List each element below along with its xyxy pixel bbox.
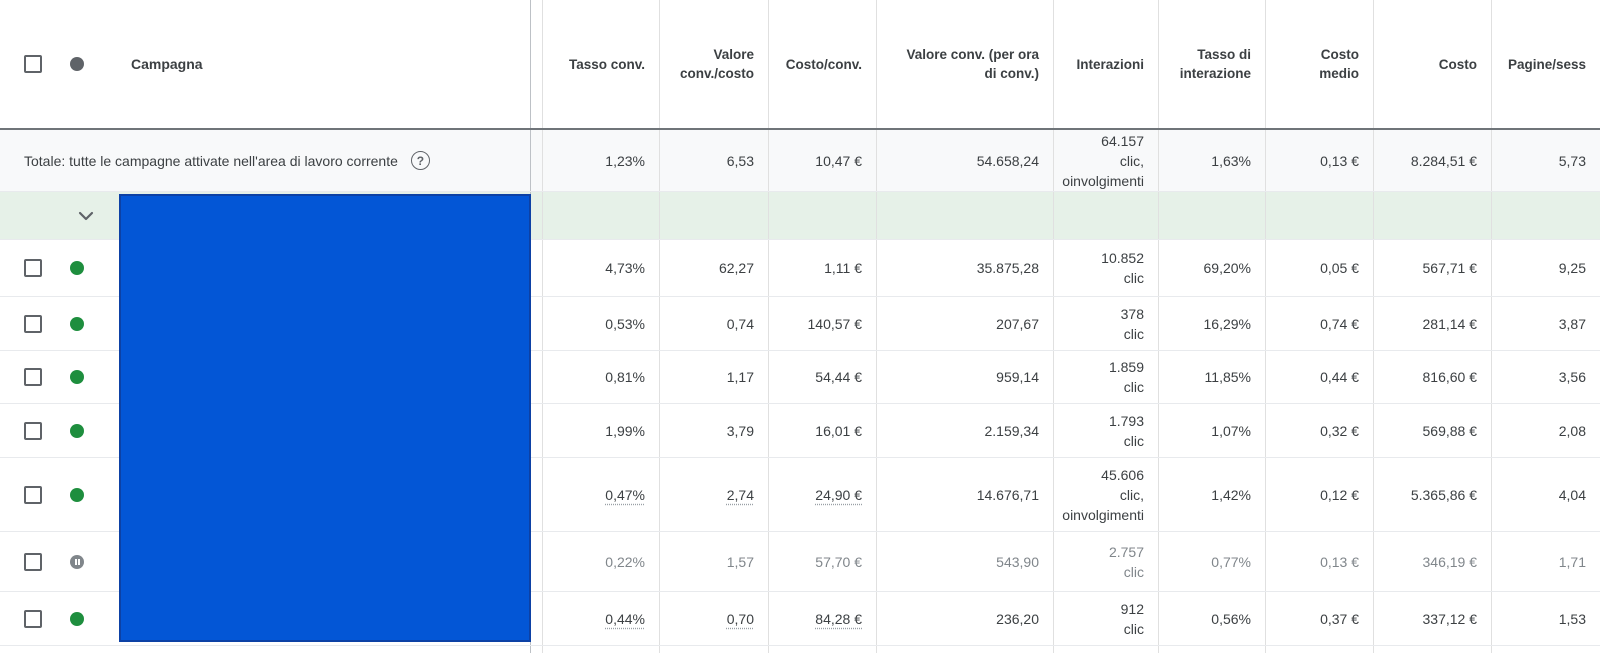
column-header-costo-medio[interactable]: Costo medio	[1266, 0, 1374, 128]
select-all-checkbox[interactable]	[24, 55, 42, 73]
status-enabled-icon[interactable]	[70, 423, 84, 438]
column-header-valore-conv-ora[interactable]: Valore conv. (per ora di conv.)	[877, 0, 1054, 128]
row-checkbox[interactable]	[24, 485, 42, 504]
totals-label: Totale: tutte le campagne attivate nell'…	[24, 152, 398, 169]
totals-row: Totale: tutte le campagne attivate nell'…	[0, 130, 1600, 192]
column-header-tasso-interazione[interactable]: Tasso di interazione	[1159, 0, 1266, 128]
totals-tasso-interazione: 1,63%	[1159, 130, 1266, 191]
status-column-icon	[70, 57, 84, 71]
row-checkbox[interactable]	[24, 609, 42, 628]
column-header-tasso-conv[interactable]: Tasso conv.	[543, 0, 660, 128]
status-enabled-icon[interactable]	[70, 487, 84, 502]
totals-costo-conv: 10,47 €	[769, 130, 877, 191]
redaction-overlay	[119, 194, 531, 642]
totals-interazioni: 64.157 clic, oinvolgimenti	[1054, 130, 1159, 191]
row-checkbox[interactable]	[24, 368, 42, 386]
totals-costo-medio: 0,13 €	[1266, 130, 1374, 191]
table-row: 0,22% 1,57 57,70 € 543,90 2.757 clic 0,7…	[0, 532, 1600, 592]
row-checkbox[interactable]	[24, 259, 42, 277]
chevron-down-icon[interactable]	[72, 202, 100, 230]
status-enabled-icon[interactable]	[70, 316, 84, 331]
status-enabled-icon[interactable]	[70, 611, 84, 626]
help-icon[interactable]: ?	[410, 151, 430, 170]
totals-pagine-sessione: 5,73	[1558, 152, 1586, 169]
column-header-valore-conv-costo[interactable]: Valore conv./costo	[660, 0, 769, 128]
column-header-campagna[interactable]: Campagna	[131, 56, 203, 72]
totals-costo: 8.284,51 €	[1374, 130, 1492, 191]
column-header-costo[interactable]: Costo	[1374, 0, 1492, 128]
status-enabled-icon[interactable]	[70, 261, 84, 275]
column-header-costo-conv[interactable]: Costo/conv.	[769, 0, 877, 128]
status-enabled-icon[interactable]	[70, 370, 84, 384]
table-row: 1,99% 3,79 16,01 € 2.159,34 1.793 clic 1…	[0, 404, 1600, 458]
header-frozen-area: Campagna	[0, 0, 531, 128]
table-row: 0,53% 0,74 140,57 € 207,67 378 clic 16,2…	[0, 297, 1600, 351]
column-header-pagine-sessione[interactable]: Pagine/sess	[1507, 56, 1586, 72]
row-checkbox[interactable]	[24, 552, 42, 571]
frozen-divider-gap	[531, 0, 543, 128]
column-header-interazioni[interactable]: Interazioni	[1054, 0, 1159, 128]
totals-valore-conv-ora: 54.658,24	[877, 130, 1054, 191]
totals-valore-conv-costo: 6,53	[660, 130, 769, 191]
status-paused-icon[interactable]	[70, 554, 84, 569]
row-checkbox[interactable]	[24, 314, 42, 333]
table-row: 0,44% 0,70 84,28 € 236,20 912 clic 0,56%…	[0, 592, 1600, 646]
table-row: 4,73% 62,27 1,11 € 35.875,28 10.852 clic…	[0, 240, 1600, 297]
table-row: 0,47% 2,74 24,90 € 14.676,71 45.606 clic…	[0, 458, 1600, 532]
totals-label-area: Totale: tutte le campagne attivate nell'…	[0, 130, 531, 191]
totals-tasso-conv: 1,23%	[543, 130, 660, 191]
table-row: 0,81% 1,17 54,44 € 959,14 1.859 clic 11,…	[0, 351, 1600, 404]
table-header-row: Campagna Tasso conv. Valore conv./costo …	[0, 0, 1600, 130]
row-checkbox[interactable]	[24, 421, 42, 440]
partial-row	[0, 646, 1600, 653]
